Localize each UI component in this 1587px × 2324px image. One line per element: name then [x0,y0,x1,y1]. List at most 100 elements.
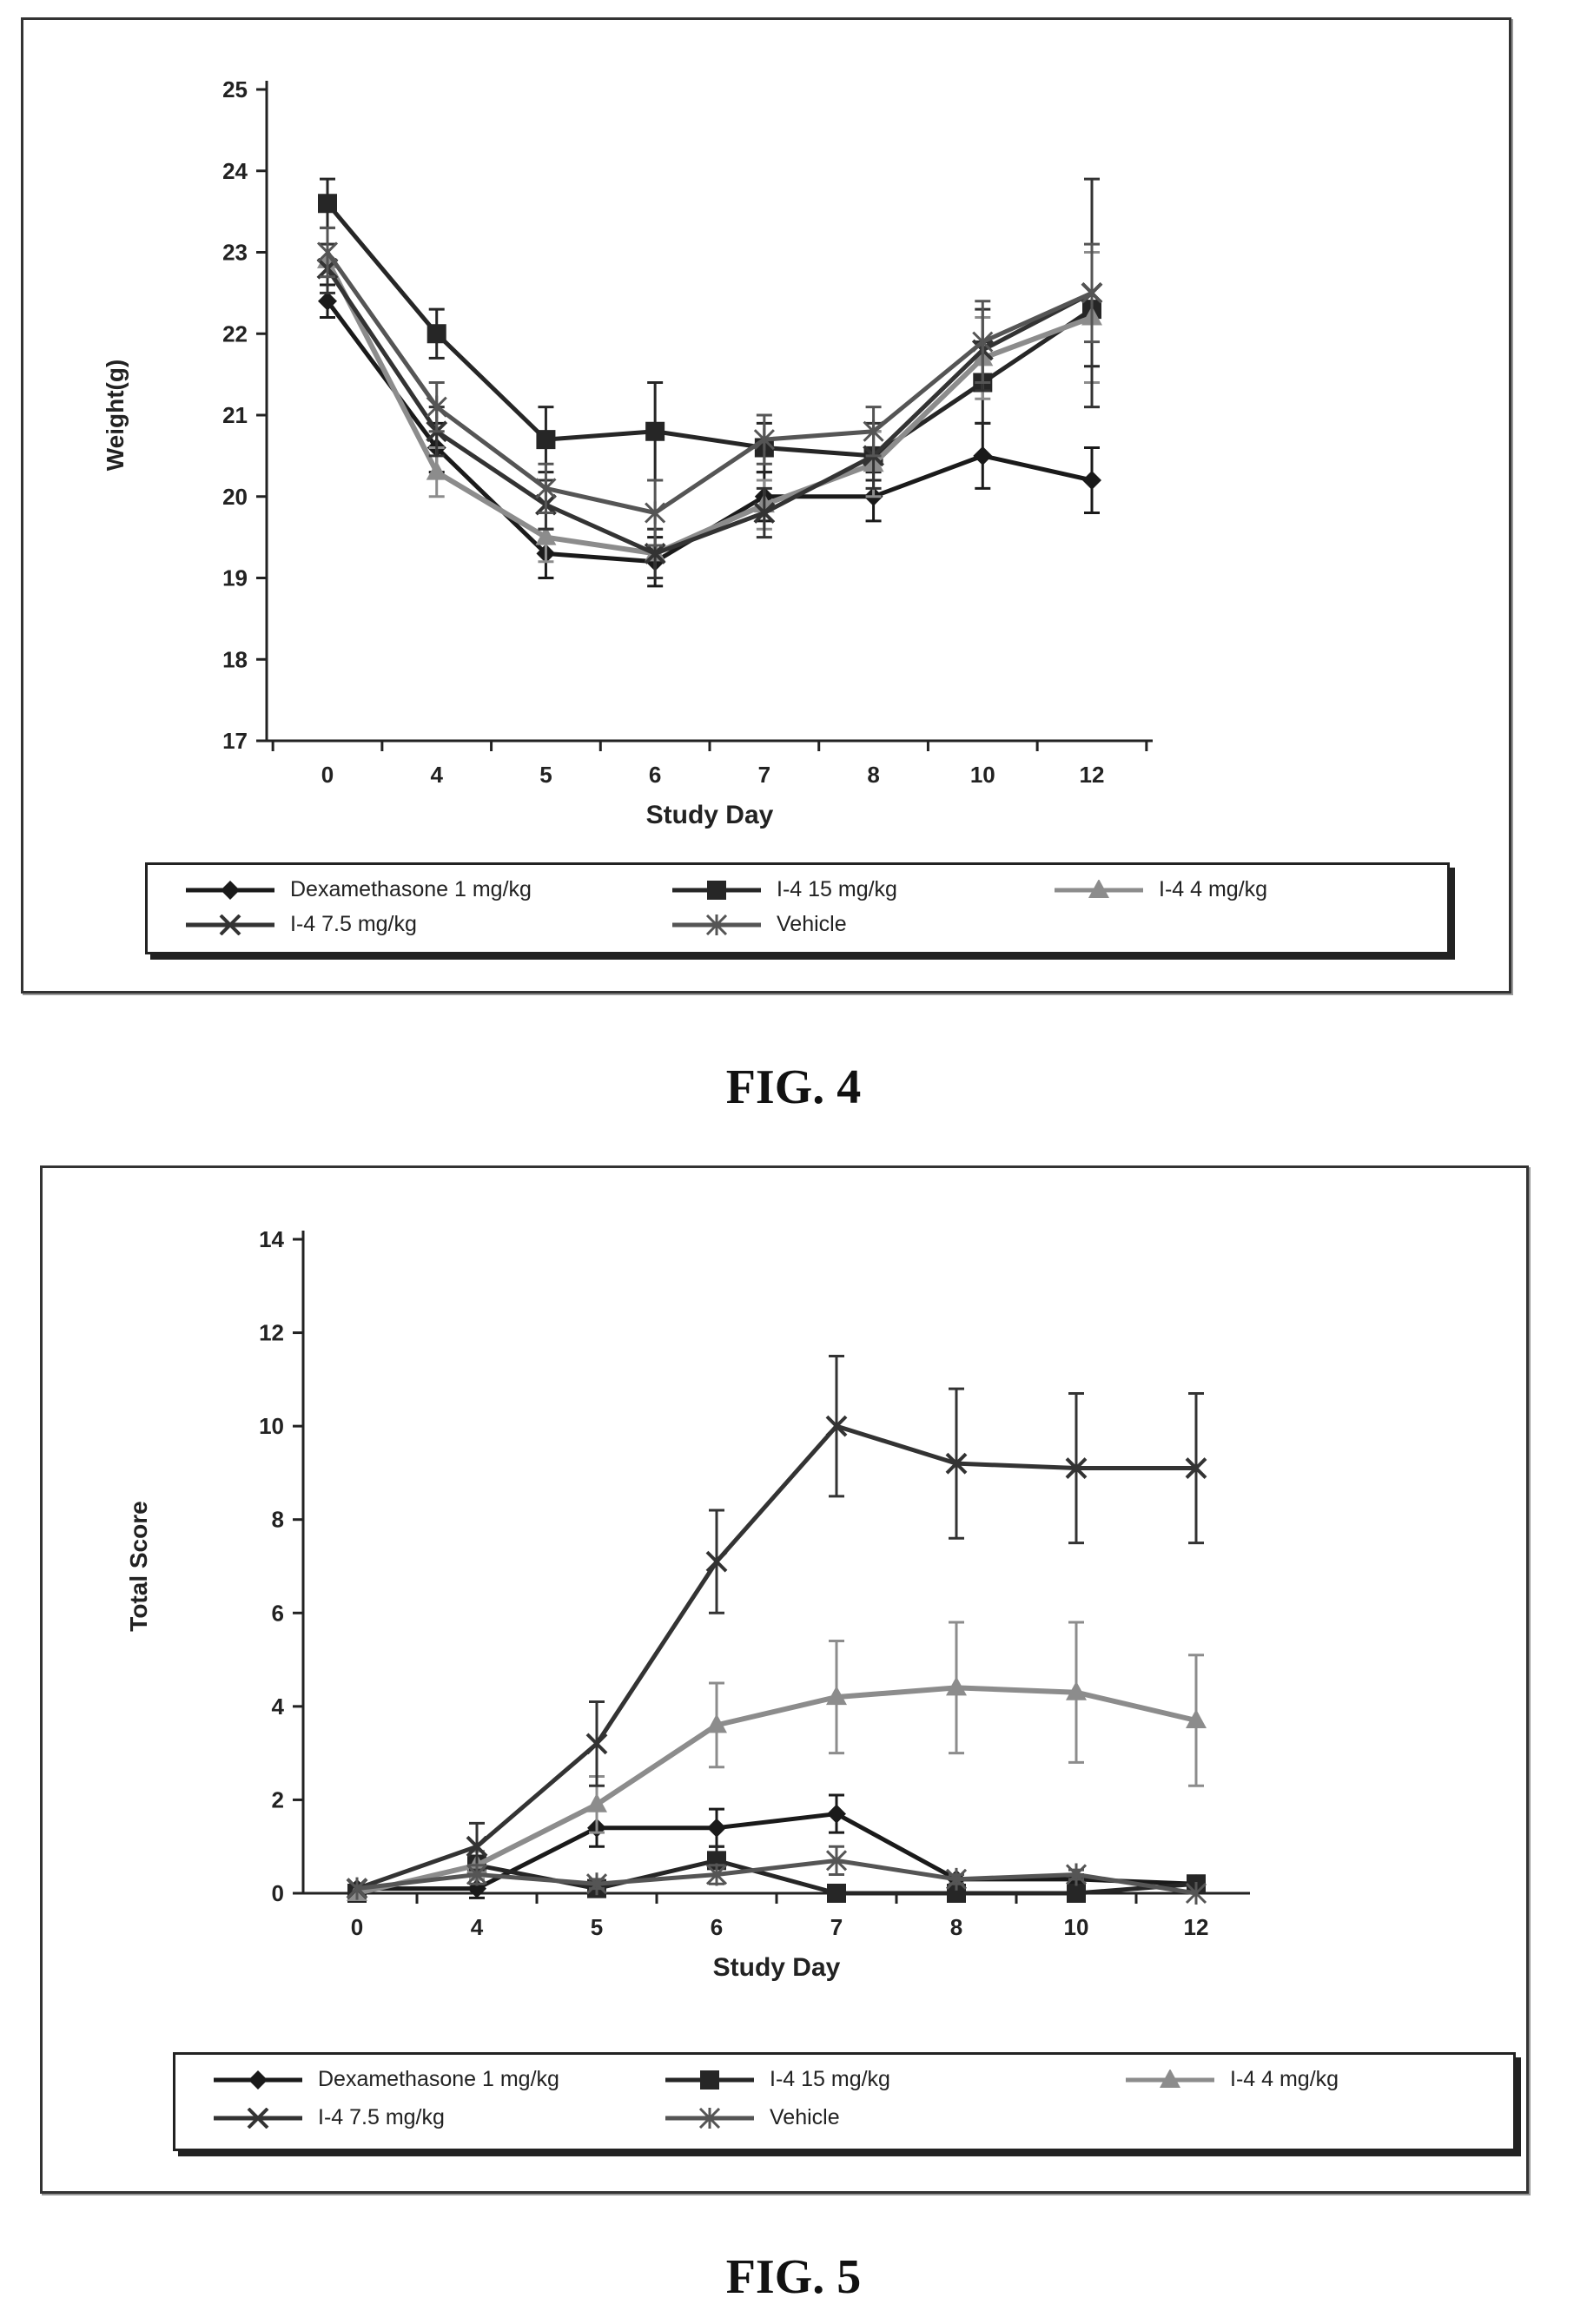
y-tick-label: 22 [222,320,248,347]
legend-item-vehicle: Vehicle [669,912,847,937]
data-point [753,428,775,452]
y-axis-label: Total Score [125,1501,152,1631]
data-point [825,1415,848,1437]
legend-line-icon [665,2107,754,2129]
x-tick-label: 12 [1080,762,1105,788]
data-point [586,1793,607,1812]
data-point [536,430,556,450]
legend-line-icon [1126,2069,1214,2088]
data-point [827,1804,846,1824]
series-group [316,226,1103,547]
data-point [947,1884,966,1903]
y-tick-label: 23 [222,240,248,266]
series-line [325,251,1094,515]
x-tick-label: 5 [539,762,552,788]
data-point [706,1713,727,1733]
x-tick-label: 4 [430,762,443,788]
x-tick-label: 4 [471,1914,484,1940]
data-point [427,324,446,344]
x-axis-label: Study Day [713,1953,841,1982]
x-tick-label: 0 [351,1914,363,1940]
legend-label: Vehicle [777,912,847,936]
legend-marker [698,2107,721,2129]
y-tick-label: 4 [272,1693,285,1720]
data-point [827,1884,846,1903]
data-point [707,1818,726,1838]
legend-marker [705,914,728,935]
data-point [585,1733,608,1755]
x-tick-label: 0 [321,762,334,788]
legend-label: I-4 4 mg/kg [1230,2067,1339,2091]
x-tick-label: 10 [1064,1914,1089,1940]
chart-panel: 17 18 19 20 21 22 23 24 25 0 4 5 6 7 8 10 12 Study Day Wei… [21,17,1511,994]
series-group [346,1845,1207,1905]
legend-line-icon [214,2070,302,2090]
legend-item-i4-15: I-4 15 mg/kg [662,2067,890,2092]
series-line [356,1685,1197,1896]
y-tick-label: 0 [272,1880,284,1906]
weight-chart: 17 18 19 20 21 22 23 24 25 0 4 5 6 7 8 10 12 Study Day Wei… [102,76,1153,829]
chart-panel: 0 2 4 6 8 10 12 14 0 4 5 6 7 8 10 12 Study Day Total Scor… [40,1165,1529,2194]
data-point [535,525,557,545]
data-point [753,502,776,524]
x-tick-label: 8 [950,1914,962,1940]
y-tick-label: 19 [222,565,248,591]
legend-item-dexamethasone: Dexamethasone 1 mg/kg [210,2067,559,2092]
data-point [644,542,666,564]
data-point [316,241,339,264]
data-point [825,1849,848,1872]
legend-line-icon [665,2070,754,2090]
data-point [466,1835,488,1858]
x-tick-label: 12 [1184,1914,1209,1940]
data-point [1065,1457,1088,1479]
legend-label: I-4 15 mg/kg [777,877,897,901]
legend-item-i4-7-5: I-4 7.5 mg/kg [182,912,417,937]
legend-label: I-4 15 mg/kg [770,2067,890,2091]
data-point [346,1877,368,1900]
data-point [645,421,665,441]
legend-marker [221,880,240,900]
y-tick-label: 20 [222,484,248,510]
x-tick-label: 6 [649,762,661,788]
data-point [946,1676,967,1696]
data-point [1082,471,1101,490]
y-tick-label: 25 [222,76,248,102]
legend-marker [247,2107,269,2129]
x-tick-label: 7 [830,1914,843,1940]
x-tick-label: 10 [970,762,995,788]
legend-item-dexamethasone: Dexamethasone 1 mg/kg [182,877,532,902]
y-axis-label: Weight(g) [102,360,129,472]
score-chart: 0 2 4 6 8 10 12 14 0 4 5 6 7 8 10 12 Study Day Total Scor… [125,1226,1250,1982]
legend-label: Dexamethasone 1 mg/kg [318,2067,559,2091]
y-tick-label: 2 [272,1786,284,1812]
data-point [826,1686,847,1706]
data-point [318,194,337,214]
series-line [326,201,1094,459]
data-point [945,1867,968,1891]
data-point [705,1550,728,1573]
legend-marker [1160,2069,1180,2088]
data-point [318,291,337,311]
x-axis-label: Study Day [646,801,774,829]
data-point [426,460,447,480]
legend-marker [707,880,726,900]
series-group [317,242,1102,579]
data-point [467,1878,486,1898]
legend-marker [219,914,241,935]
x-tick-label: 5 [591,1914,603,1940]
data-point [535,477,557,500]
legend-line-icon [186,914,274,935]
data-point [705,1863,728,1886]
data-point [1186,1708,1207,1728]
series-line [325,259,1094,557]
y-tick-label: 12 [259,1320,284,1346]
legend-line-icon [1055,879,1143,898]
data-point [466,1863,488,1886]
legend-label: Dexamethasone 1 mg/kg [290,877,532,901]
legend-line-icon [672,880,761,900]
data-point [585,1872,608,1896]
series-line [356,1423,1196,1891]
data-point [1185,1882,1207,1905]
legend-marker [1088,879,1109,898]
x-tick-label: 7 [758,762,770,788]
